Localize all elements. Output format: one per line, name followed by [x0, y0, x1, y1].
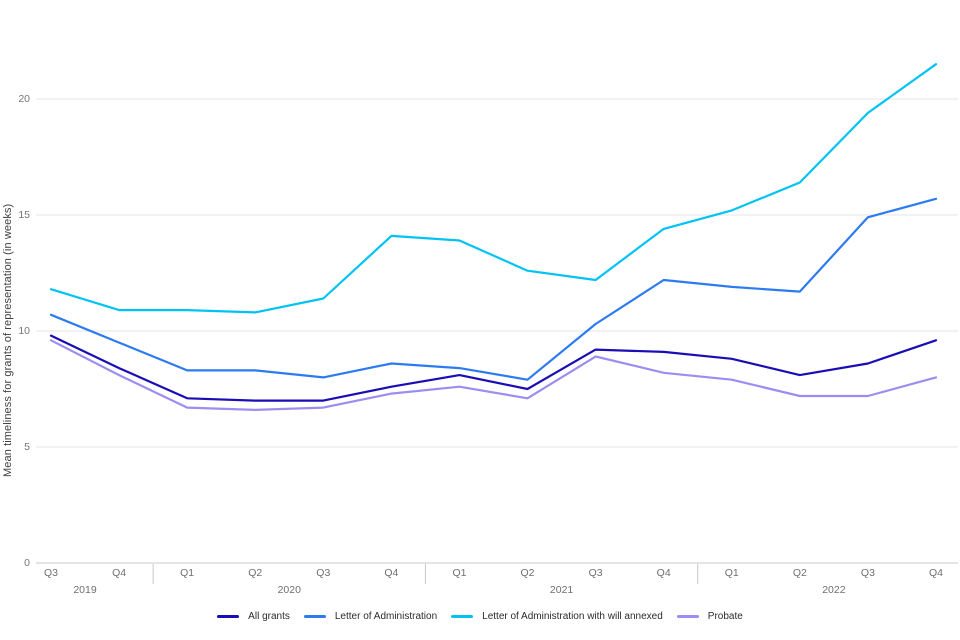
y-axis-title: Mean timeliness for grants of representa… — [2, 203, 14, 477]
y-tick-label-15: 15 — [18, 209, 30, 221]
x-tick-label-q4-2019: Q4 — [112, 567, 126, 579]
x-tick-label-q2-2020: Q2 — [248, 567, 262, 579]
legend-label-probate: Probate — [707, 611, 743, 622]
legend-label-all-grants: All grants — [248, 611, 290, 622]
legend-item-probate: Probate — [676, 611, 743, 622]
series-line-letter-of-administration — [49, 197, 938, 381]
y-tick-label-20: 20 — [18, 93, 30, 105]
legend-swatch-letter-of-administration-with-will-annexed — [451, 615, 474, 618]
x-tick-label-q2-2022: Q2 — [793, 567, 807, 579]
year-label-2020: 2020 — [278, 584, 302, 596]
year-label-2019: 2019 — [73, 584, 97, 596]
x-tick-label-q3-2022: Q3 — [861, 567, 875, 579]
year-label-2021: 2021 — [550, 584, 574, 596]
x-tick-label-q3-2019: Q3 — [44, 567, 58, 579]
series-line-letter-of-administration-with-will-annexed — [49, 63, 938, 314]
x-tick-label-q2-2021: Q2 — [521, 567, 535, 579]
legend-item-all-grants: All grants — [217, 611, 290, 622]
y-tick-label-10: 10 — [18, 325, 30, 337]
x-tick-label-q4-2021: Q4 — [657, 567, 671, 579]
y-tick-label-5: 5 — [24, 441, 30, 453]
x-tick-label-q1-2021: Q1 — [452, 567, 466, 579]
x-tick-label-q1-2020: Q1 — [180, 567, 194, 579]
legend-label-letter-of-administration-with-will-annexed: Letter of Administration with will annex… — [482, 611, 663, 622]
legend-swatch-all-grants — [217, 615, 240, 618]
x-tick-label-q1-2022: Q1 — [725, 567, 739, 579]
x-tick-label-q4-2022: Q4 — [929, 567, 943, 579]
x-tick-label-q4-2020: Q4 — [384, 567, 398, 579]
legend-item-letter-of-administration-with-will-annexed: Letter of Administration with will annex… — [451, 611, 663, 622]
series-line-probate — [49, 339, 938, 411]
chart-legend: All grants Letter of Administration Letter… — [0, 611, 960, 622]
y-tick-label-0: 0 — [24, 557, 30, 569]
legend-item-letter-of-administration: Letter of Administration — [303, 611, 438, 622]
series-line-all-grants — [49, 334, 938, 402]
year-label-2022: 2022 — [822, 584, 846, 596]
legend-label-letter-of-administration: Letter of Administration — [334, 611, 438, 622]
legend-swatch-probate — [676, 615, 699, 618]
legend-swatch-letter-of-administration — [303, 615, 326, 618]
x-tick-label-q3-2020: Q3 — [316, 567, 330, 579]
x-tick-label-q3-2021: Q3 — [589, 567, 603, 579]
